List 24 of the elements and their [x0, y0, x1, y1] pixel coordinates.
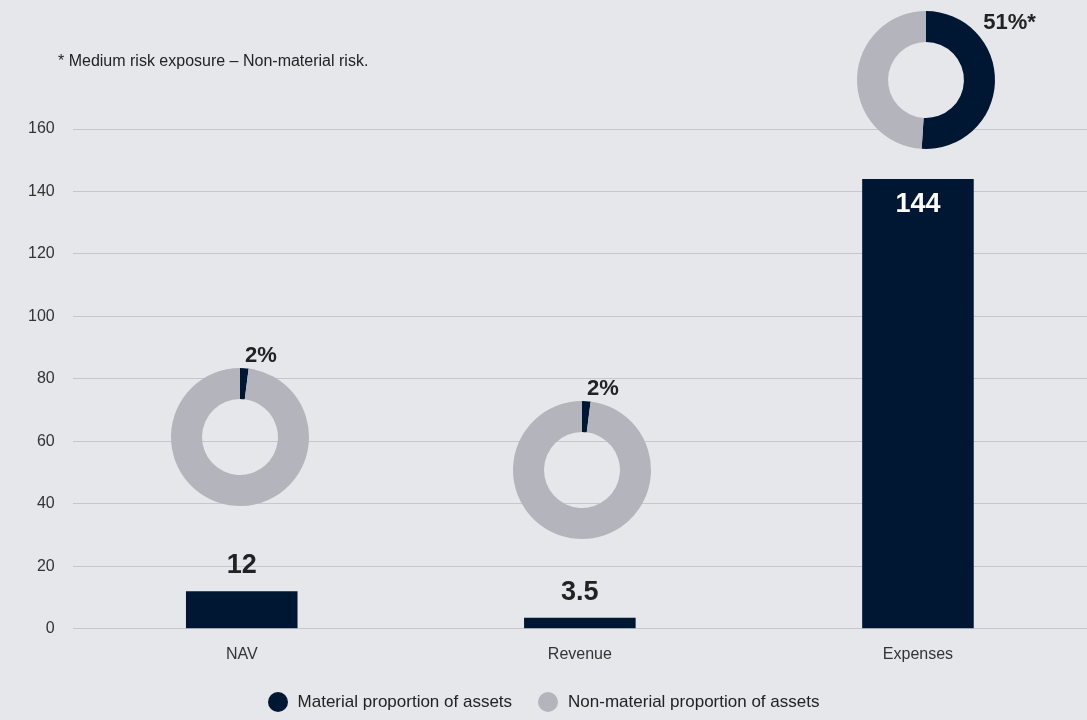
x-tick-label: Revenue	[547, 644, 612, 662]
data-label: 51%*	[983, 8, 1037, 34]
data-label: 3.5	[561, 575, 599, 606]
legend-label: Material proportion of assets	[297, 692, 513, 712]
y-tick-label: 40	[36, 494, 55, 512]
y-tick-label: 60	[36, 431, 55, 449]
data-label: 2%	[245, 342, 277, 368]
data-label: 144	[895, 187, 941, 218]
data-label: 12	[226, 549, 257, 580]
y-tick-label: 100	[27, 306, 55, 324]
legend-label: Non-material proportion of assets	[568, 692, 820, 712]
data-label: 2%	[587, 375, 619, 401]
y-tick-label: 160	[27, 119, 55, 137]
bar	[862, 178, 974, 629]
y-tick-label: 140	[27, 181, 55, 199]
y-tick-label: 20	[36, 556, 55, 574]
bar	[185, 591, 298, 629]
x-tick-label: Expenses	[882, 644, 954, 662]
y-tick-label: 0	[45, 619, 55, 637]
y-tick-label: 80	[36, 369, 55, 387]
y-tick-label: 120	[27, 244, 55, 262]
bar	[524, 617, 636, 629]
x-tick-label: NAV	[225, 644, 258, 662]
text: * Medium risk exposure – Non-material risk.	[58, 52, 369, 70]
